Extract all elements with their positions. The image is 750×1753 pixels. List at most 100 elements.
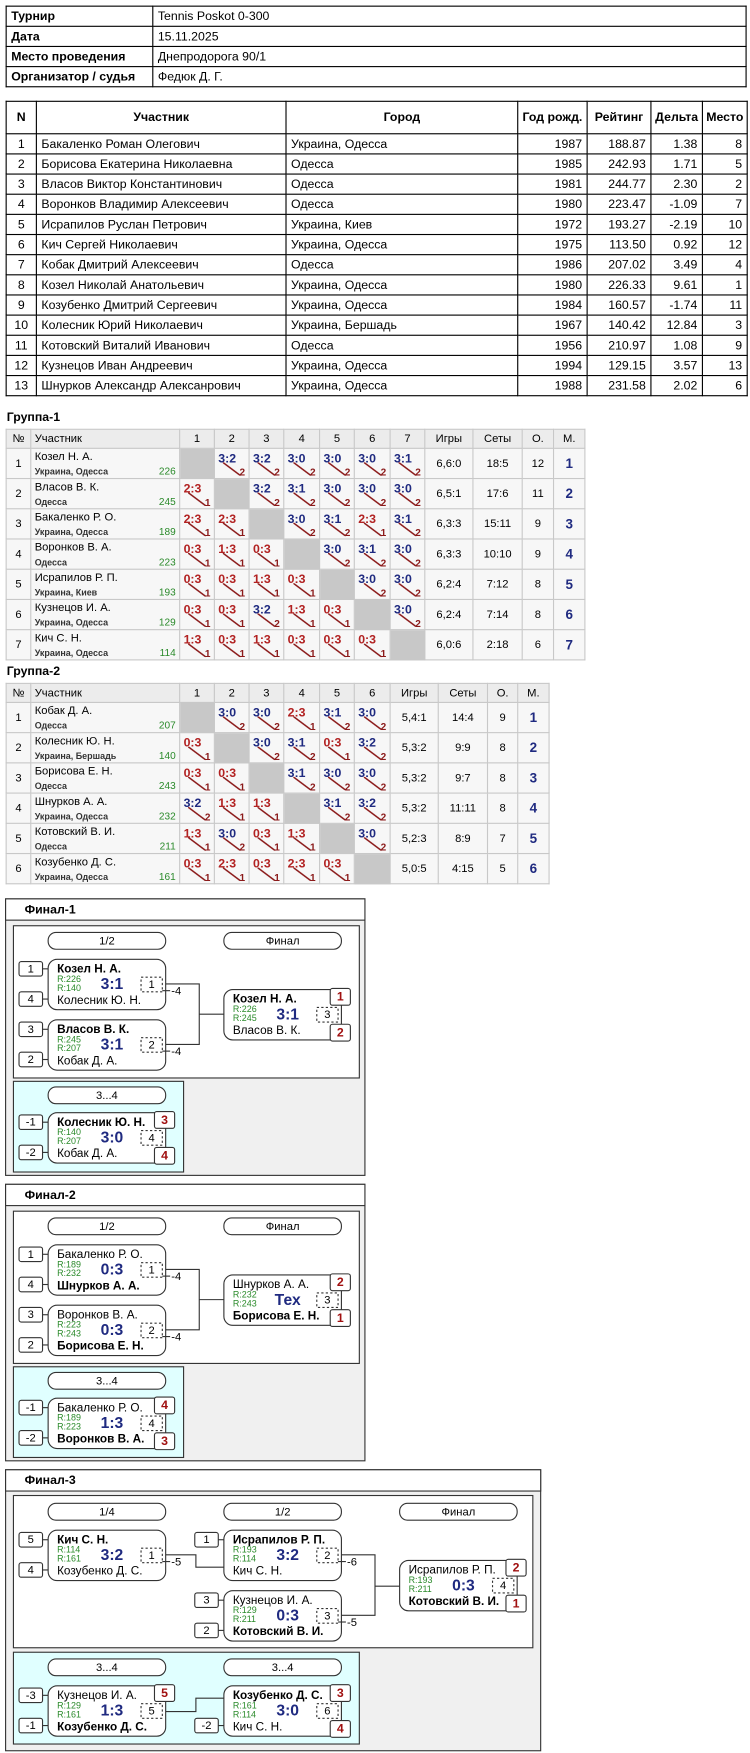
place-box — [329, 1023, 351, 1042]
loser-destination: -4 — [171, 1332, 181, 1344]
score-box: 0:3 1 — [215, 570, 249, 599]
sets: 2:18 — [472, 629, 523, 661]
match-points: 1 — [344, 751, 351, 763]
round-label-box — [47, 1658, 167, 1677]
player-name: Козубенко Д. С. — [34, 856, 117, 869]
score-cell: 0:3 1 — [179, 732, 215, 764]
slash — [222, 583, 241, 597]
player-name: Кич С. Н. — [57, 1533, 108, 1546]
set-score: 1:3 — [218, 542, 237, 557]
loser-destination: -5 — [171, 1557, 181, 1569]
player-rating: R:189 — [57, 1413, 81, 1423]
loser-destination: -4 — [171, 1046, 181, 1058]
match-points: 2 — [274, 617, 280, 630]
score-box: 0:3 1 — [320, 630, 354, 660]
games: 6,3:3 — [424, 538, 474, 570]
sets: 7:12 — [472, 568, 523, 600]
match-score: 3:2 — [276, 1547, 299, 1564]
score-box: 0:3 1 — [180, 540, 214, 569]
player-city: Одесса — [34, 841, 68, 852]
player-rating: 245 — [158, 495, 176, 508]
match-points: 2 — [344, 497, 351, 509]
column-header: N — [5, 100, 37, 135]
group-row: 2 Власов В. К. Одесса 245 2:3 1 3:2 2 3:1 2 3:0 2 3:… — [5, 477, 586, 510]
match-score: 1:3 — [101, 1415, 124, 1432]
match-box — [47, 1019, 167, 1071]
player-name: Кузнецов И. А. — [34, 602, 111, 615]
score-cell: 3:0 2 — [353, 822, 391, 855]
participant-cell: 4 — [5, 193, 37, 215]
round-label: 1/2 — [99, 935, 115, 947]
participant-cell: Украина, Одесса — [285, 233, 519, 256]
score-box: 3:2 2 — [250, 479, 284, 508]
slash — [363, 837, 382, 851]
group-row: 5 Исрапилов Р. П. Украина, Киев 193 0:3 1 0:3 1… — [5, 568, 586, 600]
match-points: 2 — [344, 811, 351, 823]
participant-row: 7 Кобак Дмитрий Алексеевич Одесса 1986 207.0… — [5, 254, 748, 276]
score-box: 0:3 1 — [215, 763, 249, 793]
score-cell: 0:3 1 — [179, 852, 215, 885]
place-box — [153, 1396, 176, 1415]
participant-cell: 1956 — [517, 334, 588, 356]
match-points: 1 — [310, 587, 316, 599]
place-box — [153, 1146, 176, 1165]
match-points: 1 — [239, 527, 246, 539]
match-number: 4 — [149, 1132, 155, 1144]
score-box: 1:3 1 — [215, 794, 249, 823]
score-cell: 1:3 1 — [179, 822, 215, 855]
player-rating: R:189 — [57, 1259, 81, 1269]
participant-cell: 5 — [5, 213, 37, 236]
match-points: 1 — [204, 497, 211, 509]
games: 6,3:3 — [424, 508, 474, 540]
player-rating: R:243 — [233, 1298, 257, 1308]
group-row: 5 Котовский В. И. Одесса 211 1:3 1 3:0 2 0:3 1 1:3… — [5, 822, 550, 855]
player-rating: R:211 — [409, 1584, 432, 1594]
player-rating: 243 — [158, 780, 176, 792]
participant-cell: 1994 — [517, 354, 588, 377]
score-box: 3:2 2 — [355, 733, 390, 763]
set-score: 0:3 — [358, 633, 377, 648]
participant-cell: Одесса — [285, 193, 519, 215]
participant-row: 1 Бакаленко Роман Олегович Украина, Одесса… — [5, 133, 748, 155]
participant-row: 9 Козубенко Дмитрий Сергеевич Украина, Оде… — [5, 294, 748, 316]
score-box: 3:2 2 — [215, 449, 249, 478]
player-name: Козубенко Д. С. — [57, 1720, 147, 1733]
row-number: 3 — [5, 762, 32, 794]
match-score: 3:1 — [101, 1037, 124, 1054]
participant-row: 11 Котовский Виталий Иванович Одесса 1956 21… — [5, 334, 748, 356]
loser-destination: -6 — [347, 1557, 357, 1569]
set-score: 2:3 — [218, 857, 237, 871]
match-box — [223, 1590, 342, 1642]
score-cell: 3:1 2 — [319, 508, 355, 540]
match-points: 1 — [274, 872, 280, 884]
match-score: 0:3 — [101, 1322, 124, 1339]
player-rating: R:207 — [57, 1043, 81, 1053]
match-points: 1 — [239, 557, 246, 569]
set-score: 3:1 — [287, 766, 306, 781]
participant-cell: Одесса — [285, 173, 519, 195]
player-rating: R:114 — [233, 1709, 256, 1719]
score-cell: 3:0 2 — [389, 598, 426, 631]
player-box: Шнурков А. А. Украина, Одесса 232 — [31, 794, 179, 823]
column-header: Сеты — [437, 682, 489, 703]
match-number: 6 — [324, 1706, 330, 1718]
slash — [327, 552, 346, 567]
round-label-box — [47, 1217, 167, 1236]
column-header: 3 — [248, 428, 285, 449]
final-title: Финал-1 — [25, 902, 76, 916]
score-cell: 2:3 1 — [213, 852, 250, 885]
match-number: 1 — [149, 979, 155, 991]
slash — [222, 837, 241, 851]
participant-cell: Одесса — [285, 334, 519, 356]
match-points: 1 — [310, 617, 316, 630]
slash — [398, 522, 417, 537]
score-cell: 0:3 1 — [319, 629, 355, 661]
slash — [327, 746, 346, 761]
round-label: 1/2 — [275, 1506, 291, 1518]
match-number-box — [140, 1037, 163, 1053]
player-rating: 114 — [159, 647, 176, 659]
participant-cell: Одесса — [285, 254, 519, 276]
score-box: 2:3 1 — [180, 509, 214, 539]
slash — [363, 462, 382, 476]
match-points: 1 — [204, 841, 211, 853]
